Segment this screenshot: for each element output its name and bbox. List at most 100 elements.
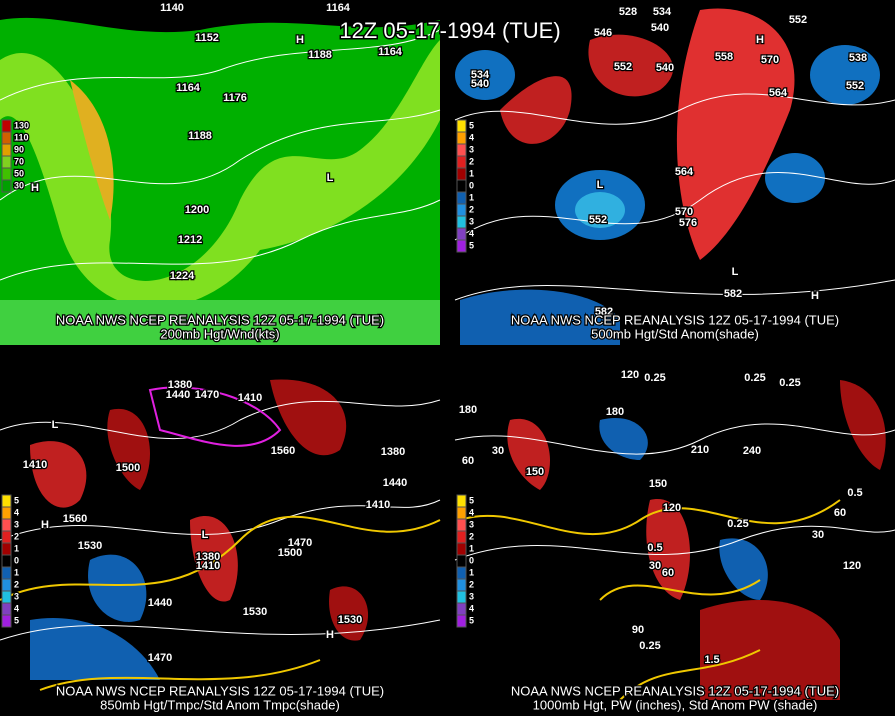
legend-swatch — [456, 590, 467, 604]
anomaly-shade — [676, 8, 795, 261]
contour-label: 538 — [849, 52, 867, 64]
legend-swatch — [1, 494, 12, 508]
contour-label: 564 — [769, 87, 788, 99]
legend-swatch — [1, 155, 12, 169]
contour-label: 564 — [675, 166, 694, 178]
legend-swatch — [456, 167, 467, 181]
contour-label: 546 — [594, 27, 612, 39]
anomaly-shade — [107, 408, 150, 490]
contour-label: 1410 — [196, 560, 220, 572]
legend-swatch — [456, 614, 467, 628]
contour-label: 570 — [761, 54, 779, 66]
contour-label: L — [52, 419, 59, 431]
legend-label: 4 — [469, 507, 474, 517]
contour-label: 1440 — [148, 597, 172, 609]
contour-label: 1470 — [288, 537, 312, 549]
temperature-contour — [0, 515, 441, 691]
anomaly-shade — [719, 538, 768, 600]
contour-label: 1380 — [381, 446, 405, 458]
contour-label: 552 — [589, 214, 607, 226]
legend-swatch — [456, 578, 467, 592]
panel-caption: NOAA NWS NCEP REANALYSIS 12Z 05-17-1994 … — [511, 683, 839, 698]
legend-label: 130 — [14, 120, 29, 130]
legend-label: 3 — [469, 144, 474, 154]
contour-label: 30 — [649, 560, 661, 572]
legend-swatch — [1, 179, 12, 193]
contour-label: 0.5 — [647, 542, 662, 554]
contour-label: 582 — [724, 288, 742, 300]
panel-subtitle: 850mb Hgt/Tmpc/Std Anom Tmpc(shade) — [100, 697, 340, 712]
legend-swatch — [456, 155, 467, 169]
contour-label: 534 — [653, 6, 672, 18]
contour-label: 1200 — [185, 204, 209, 216]
contour-label: L — [597, 179, 604, 191]
contour-label: 1440 — [166, 389, 190, 401]
contour-label: 150 — [649, 478, 667, 490]
contour-label: H — [41, 519, 49, 531]
anomaly-shade — [329, 586, 369, 641]
legend-swatch — [456, 542, 467, 556]
anomaly-shade — [455, 50, 515, 100]
panel-caption: NOAA NWS NCEP REANALYSIS 12Z 05-17-1994 … — [511, 312, 839, 327]
contour-label: 30 — [492, 445, 504, 457]
contour-label: 1224 — [170, 270, 195, 282]
legend-swatch — [456, 566, 467, 580]
contour-label: 90 — [632, 624, 644, 636]
legend-swatch — [456, 191, 467, 205]
legend-swatch — [1, 506, 12, 520]
wind-shade — [0, 300, 440, 345]
panel-subtitle: 200mb Hgt/Wnd(kts) — [160, 326, 279, 341]
contour-label: 1470 — [148, 652, 172, 664]
legend-label: 5 — [14, 495, 19, 505]
panel-caption: NOAA NWS NCEP REANALYSIS 12Z 05-17-1994 … — [56, 312, 384, 327]
background — [0, 0, 440, 33]
legend-label: 0 — [14, 555, 19, 565]
legend-label: 1 — [14, 567, 19, 577]
contour-label: 1164 — [326, 2, 351, 14]
legend-label: 5 — [469, 120, 474, 130]
legend-label: 5 — [469, 615, 474, 625]
contour-label: L — [202, 529, 209, 541]
contour-label: 1410 — [23, 459, 47, 471]
legend-label: 50 — [14, 168, 24, 178]
legend-label: 3 — [469, 519, 474, 529]
legend-swatch — [456, 215, 467, 229]
legend-swatch — [1, 119, 12, 133]
contour-label: 1164 — [176, 82, 201, 94]
contour-label: 582 — [595, 306, 613, 318]
anomaly-shade — [190, 516, 238, 602]
anomaly-shade — [599, 418, 648, 460]
contour-label: H — [326, 629, 334, 641]
legend-swatch — [1, 554, 12, 568]
contour-label: 60 — [662, 567, 674, 579]
contour-label: 60 — [834, 507, 846, 519]
contour-label: 1440 — [383, 477, 407, 489]
anomaly-shade — [575, 192, 625, 228]
contour-label: 576 — [679, 217, 697, 229]
contour-label: 558 — [715, 51, 733, 63]
legend-swatch — [1, 167, 12, 181]
legend-label: 0 — [469, 180, 474, 190]
contour-label: 1530 — [243, 606, 267, 618]
legend-label: 2 — [14, 579, 19, 589]
legend-swatch — [456, 203, 467, 217]
contour-label: 120 — [663, 502, 681, 514]
legend-swatch — [1, 614, 12, 628]
contour-label: 1500 — [278, 547, 302, 559]
contour-label: 180 — [459, 404, 477, 416]
contour-label: H — [31, 182, 39, 194]
temperature-contour — [148, 386, 282, 447]
legend-swatch — [1, 602, 12, 616]
contour-label: 540 — [656, 62, 674, 74]
legend-label: 5 — [469, 240, 474, 250]
legend-label: 2 — [14, 531, 19, 541]
contour-label: 1530 — [338, 614, 362, 626]
contour — [0, 29, 441, 281]
legend-label: 1 — [469, 168, 474, 178]
legend-swatch — [456, 602, 467, 616]
contour-label: 1176 — [223, 92, 247, 104]
contour-label: H — [756, 34, 764, 46]
legend-label: 3 — [14, 591, 19, 601]
pw-contour — [459, 499, 841, 701]
contour — [454, 423, 895, 561]
